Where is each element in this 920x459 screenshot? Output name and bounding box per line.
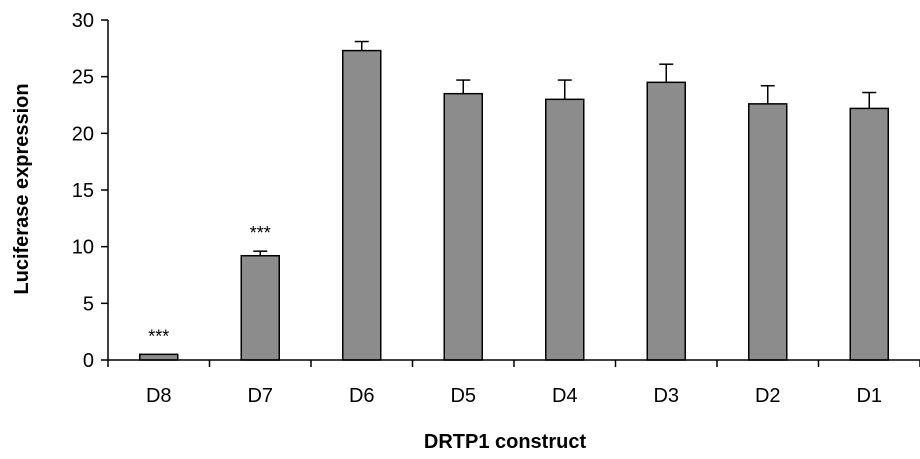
bar-d4	[545, 98, 585, 361]
y-tick-label: 5	[83, 293, 94, 315]
bars: *** ***	[139, 40, 889, 361]
bar-d8	[139, 353, 179, 361]
x-axis-title: DRTP1 construct	[424, 431, 587, 453]
x-axis-ticks: D8 D7 D6 D5 D4 D3 D2 D1	[107, 360, 920, 407]
bar-d3	[646, 81, 686, 361]
bar-d7	[240, 254, 280, 361]
bar-d5	[443, 92, 483, 361]
bar-d6	[342, 49, 382, 361]
bar-d2	[748, 103, 788, 361]
x-tick-label: D6	[349, 385, 375, 407]
y-tick-label: 0	[83, 350, 94, 372]
y-axis-title: Luciferase expression	[11, 83, 33, 294]
significance-annotation: ***	[148, 326, 169, 346]
x-tick-label: D3	[653, 385, 679, 407]
y-tick-label: 20	[72, 123, 94, 145]
x-tick-label: D5	[450, 385, 476, 407]
y-tick-label: 30	[72, 10, 94, 32]
x-tick-label: D8	[146, 385, 172, 407]
significance-annotation: ***	[250, 223, 271, 243]
x-tick-label: D2	[755, 385, 781, 407]
y-tick-label: 15	[72, 180, 94, 202]
y-tick-label: 10	[72, 237, 94, 259]
bar-d1	[849, 107, 889, 361]
x-tick-label: D7	[247, 385, 273, 407]
x-tick-label: D1	[856, 385, 882, 407]
x-tick-label: D4	[552, 385, 578, 407]
y-tick-label: 25	[72, 67, 94, 89]
y-axis-ticks: 0 5 10 15 20 25 30	[72, 10, 108, 372]
